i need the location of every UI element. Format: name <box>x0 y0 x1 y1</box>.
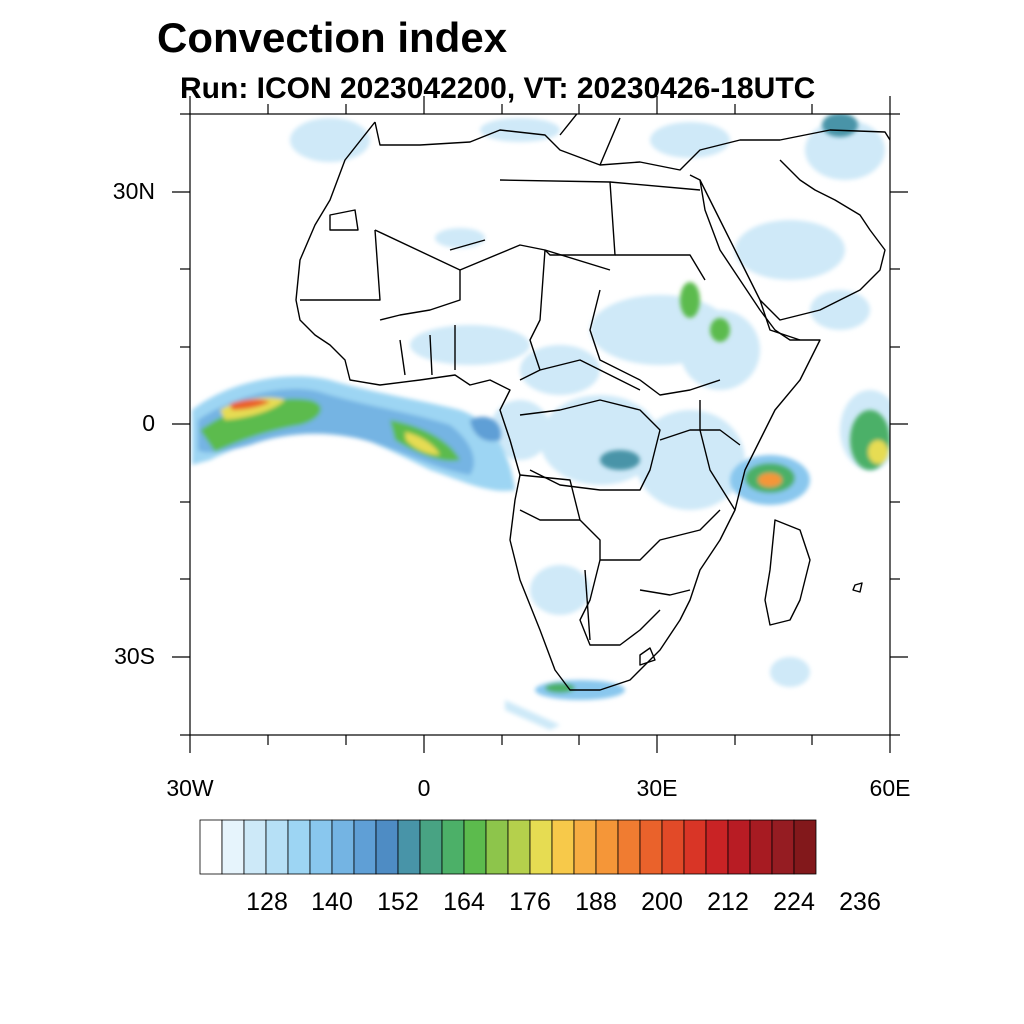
lon-label-0: 0 <box>417 775 431 801</box>
colorbar-label: 152 <box>377 888 419 916</box>
colorbar-swatch <box>573 819 597 875</box>
plot-frame <box>172 96 908 753</box>
colorbar-label: 140 <box>311 888 353 916</box>
colorbar-label: 224 <box>773 888 815 916</box>
colorbar-swatch <box>485 819 509 875</box>
colorbar-swatch <box>683 819 707 875</box>
colorbar-swatch <box>221 819 245 875</box>
lon-label-60e: 60E <box>869 775 911 801</box>
colorbar-label: 212 <box>707 888 749 916</box>
colorbar-swatch <box>529 819 553 875</box>
colorbar-swatch <box>727 819 751 875</box>
colorbar-label: 188 <box>575 888 617 916</box>
colorbar-swatch <box>617 819 641 875</box>
colorbar-label: 164 <box>443 888 485 916</box>
colorbar-swatch <box>243 819 267 875</box>
colorbar-swatch <box>287 819 311 875</box>
colorbar-swatch <box>375 819 399 875</box>
colorbar-label: 176 <box>509 888 551 916</box>
coastlines-borders <box>295 114 890 691</box>
colorbar <box>199 819 817 875</box>
colorbar-label: 236 <box>839 888 881 916</box>
lat-label-30n: 30N <box>112 178 155 204</box>
colorbar-swatch <box>705 819 729 875</box>
lon-label-30w: 30W <box>166 775 214 801</box>
convection-field <box>192 114 890 730</box>
colorbar-swatch <box>309 819 333 875</box>
colorbar-swatch <box>661 819 685 875</box>
colorbar-swatch <box>441 819 465 875</box>
colorbar-swatch <box>749 819 773 875</box>
colorbar-swatch <box>199 819 223 875</box>
colorbar-swatch <box>463 819 487 875</box>
chart-subtitle: Run: ICON 2023042200, VT: 20230426-18UTC <box>180 72 816 105</box>
colorbar-swatch <box>793 819 817 875</box>
colorbar-swatch <box>397 819 421 875</box>
lat-label-0: 0 <box>142 410 155 436</box>
colorbar-swatch <box>595 819 619 875</box>
colorbar-label: 200 <box>641 888 683 916</box>
lon-label-30e: 30E <box>636 775 678 801</box>
colorbar-swatch <box>331 819 355 875</box>
colorbar-swatch <box>419 819 443 875</box>
lat-label-30s: 30S <box>114 643 155 669</box>
colorbar-label: 128 <box>246 888 288 916</box>
colorbar-swatch <box>507 819 531 875</box>
colorbar-swatch <box>639 819 663 875</box>
colorbar-swatch <box>771 819 795 875</box>
colorbar-swatch <box>265 819 289 875</box>
chart-title: Convection index <box>157 14 508 61</box>
colorbar-swatch <box>353 819 377 875</box>
colorbar-swatch <box>551 819 575 875</box>
